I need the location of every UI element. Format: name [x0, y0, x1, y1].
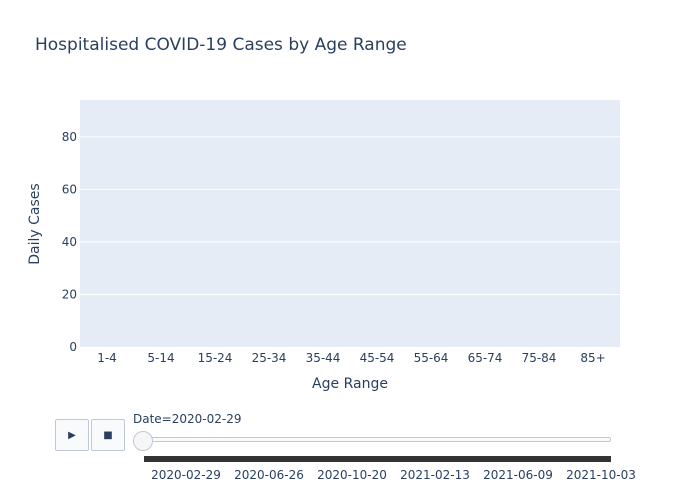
play-button[interactable]: ▶: [55, 419, 89, 451]
slider-tick-label[interactable]: 2020-06-26: [234, 468, 304, 482]
y-axis-ticks: 0 20 40 60 80: [62, 130, 77, 354]
plot-area: [80, 100, 620, 347]
x-tick-label: 25-34: [252, 351, 287, 365]
slider-tick-bar: [144, 456, 611, 462]
x-tick-label: 35-44: [306, 351, 341, 365]
x-tick-label: 85+: [580, 351, 605, 365]
play-icon: ▶: [68, 429, 76, 441]
y-axis-label: Daily Cases: [27, 183, 43, 264]
stop-button[interactable]: ■: [91, 419, 125, 451]
y-tick-label: 20: [62, 287, 77, 301]
slider-tick-label[interactable]: 2021-06-09: [483, 468, 553, 482]
slider-tick-label[interactable]: 2020-10-20: [317, 468, 387, 482]
grid-lines: [80, 136, 620, 295]
x-tick-label: 55-64: [414, 351, 449, 365]
x-tick-label: 5-14: [147, 351, 174, 365]
x-tick-label: 15-24: [198, 351, 233, 365]
slider-handle[interactable]: [133, 431, 153, 451]
chart-title: Hospitalised COVID-19 Cases by Age Range: [35, 35, 407, 55]
y-tick-label: 80: [62, 130, 77, 144]
y-tick-label: 60: [62, 182, 77, 196]
y-tick-label: 40: [62, 235, 77, 249]
slider-tick-label[interactable]: 2021-02-13: [400, 468, 470, 482]
x-tick-label: 65-74: [468, 351, 503, 365]
slider-tick-label[interactable]: 2020-02-29: [151, 468, 221, 482]
x-axis-ticks: 1-4 5-14 15-24 25-34 35-44 45-54 55-64 65-74 75-…: [97, 351, 605, 365]
x-axis-label: Age Range: [312, 376, 388, 392]
x-tick-label: 1-4: [97, 351, 117, 365]
x-tick-label: 75-84: [522, 351, 557, 365]
x-tick-label: 45-54: [360, 351, 395, 365]
slider-rail[interactable]: [143, 437, 611, 442]
slider-tick-label[interactable]: 2021-10-03: [566, 468, 636, 482]
y-tick-label: 0: [69, 340, 77, 354]
stop-icon: ■: [103, 429, 113, 441]
slider-current-value: Date=2020-02-29: [133, 412, 242, 426]
